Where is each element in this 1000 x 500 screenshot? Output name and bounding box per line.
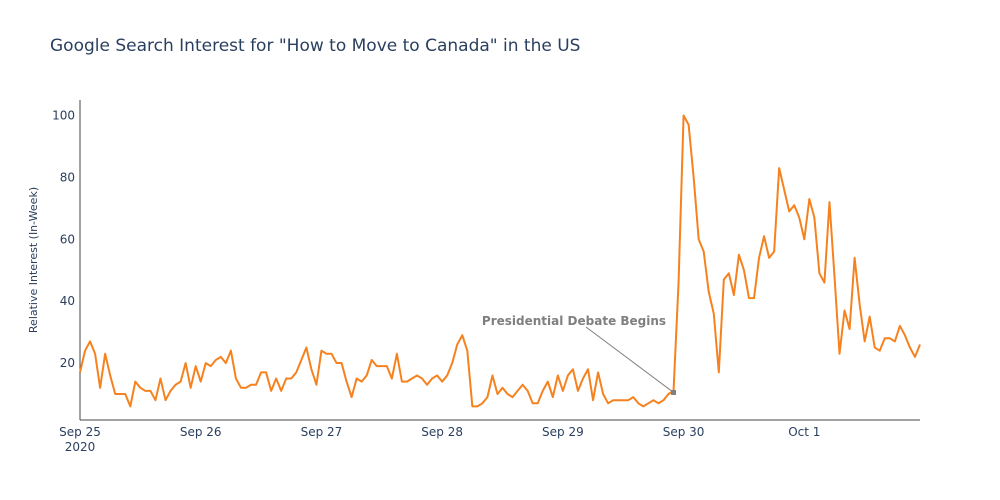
x-tick-label: Sep 27 [301,425,343,439]
annotation-group: Presidential Debate Begins [482,314,677,395]
annotation-arrow-line [585,326,674,393]
y-tick-label: 100 [52,108,75,122]
x-tick-label: Sep 28 [421,425,463,439]
y-tick-label: 20 [60,356,75,370]
y-axis-label-group: Relative Interest (In-Week) [27,187,40,333]
y-tick-label: 60 [60,232,75,246]
series-group [79,114,921,408]
x-tick-label: Oct 1 [788,425,820,439]
x-tick-label: Sep 30 [663,425,705,439]
x-tick-sublabel: 2020 [65,440,96,454]
y-axis-ticks: 20 40 60 80 100 [52,108,75,370]
x-tick-label: Sep 25 [59,425,101,439]
annotation-arrow-head [671,389,677,395]
y-tick-label: 80 [60,170,75,184]
annotation-label: Presidential Debate Begins [482,314,666,328]
y-axis-label: Relative Interest (In-Week) [27,187,40,333]
x-tick-label: Sep 26 [180,425,222,439]
series-line [79,114,921,408]
x-tick-label: Sep 29 [542,425,584,439]
y-tick-label: 40 [60,294,75,308]
chart-title: Google Search Interest for "How to Move … [50,36,580,56]
